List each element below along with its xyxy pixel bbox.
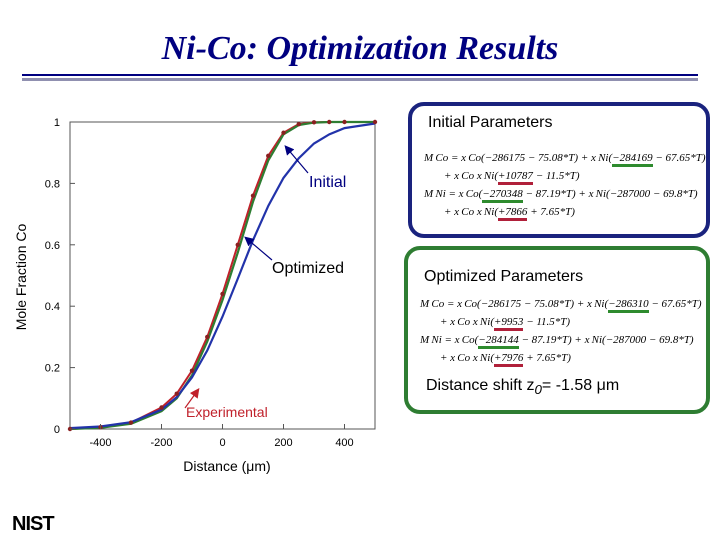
initial-eq-4-param: +7866 bbox=[498, 206, 528, 221]
initial-eq-1: M Co = x Co(−286175 − 75.08*T) + x Ni(−2… bbox=[424, 152, 706, 167]
experimental-point bbox=[250, 193, 256, 198]
initial-parameters-heading: Initial Parameters bbox=[428, 114, 553, 131]
y-axis-ticks: 0 0.2 0.4 0.6 0.8 1 bbox=[45, 117, 75, 436]
y-tick-label: 0.8 bbox=[45, 178, 60, 190]
x-tick-label: 200 bbox=[274, 437, 292, 449]
optimized-parameters-panel: Optimized Parameters M Co = x Co(−286175… bbox=[404, 246, 710, 414]
initial-eq-3: M Ni = x Co(−270348 − 87.19*T) + x Ni(−2… bbox=[424, 188, 698, 203]
series-line-optimized bbox=[69, 120, 375, 431]
x-tick-label: 400 bbox=[335, 437, 353, 449]
experimental-arrow bbox=[184, 388, 200, 409]
initial-parameters-panel: Initial Parameters M Co = x Co(−286175 −… bbox=[408, 102, 710, 238]
y-tick-label: 1 bbox=[54, 117, 60, 129]
experimental-point bbox=[311, 120, 317, 125]
experimental-point bbox=[372, 119, 378, 125]
series-line-initial bbox=[69, 122, 376, 430]
experimental-point bbox=[174, 391, 179, 396]
y-tick-label: 0.6 bbox=[45, 240, 60, 252]
y-tick-label: 0.4 bbox=[45, 301, 60, 313]
optimized-eq-1-param: −286310 bbox=[608, 298, 649, 313]
initial-eq-2: + x Co x Ni(+10787 − 11.5*T) bbox=[444, 170, 580, 185]
optimized-annotation: Optimized bbox=[272, 260, 344, 277]
initial-eq-2-param: +10787 bbox=[498, 170, 533, 185]
title-underline bbox=[22, 74, 698, 76]
optimized-eq-4-param: +7976 bbox=[494, 352, 524, 367]
concentration-profile-chart: -400 -200 0 200 400 0 0.2 0.4 0.6 0.8 1 Distance … bbox=[13, 117, 378, 474]
initial-annotation: Initial bbox=[309, 174, 346, 191]
x-axis-ticks: -400 -200 0 200 400 bbox=[89, 424, 354, 449]
x-tick-label: 0 bbox=[219, 437, 225, 449]
experimental-point bbox=[281, 130, 286, 135]
experimental-point bbox=[220, 291, 225, 297]
optimized-eq-2: + x Co x Ni(+9953 − 11.5*T) bbox=[440, 316, 570, 331]
y-tick-label: 0 bbox=[54, 424, 60, 436]
optimized-eq-3-param: −284144 bbox=[478, 334, 519, 349]
optimized-parameters-heading: Optimized Parameters bbox=[424, 268, 584, 285]
experimental-point bbox=[189, 368, 195, 373]
optimized-eq-4: + x Co x Ni(+7976 + 7.65*T) bbox=[440, 352, 571, 367]
experimental-point bbox=[235, 242, 240, 247]
experimental-point bbox=[266, 153, 271, 158]
experimental-point bbox=[342, 119, 347, 125]
experimental-annotation: Experimental bbox=[186, 404, 268, 420]
initial-arrow bbox=[284, 145, 309, 174]
optimized-eq-3: M Ni = x Co(−284144 − 87.19*T) + x Ni(−2… bbox=[420, 334, 694, 349]
optimized-eq-1: M Co = x Co(−286175 − 75.08*T) + x Ni(−2… bbox=[420, 298, 702, 313]
slide-title: Ni-Co: Optimization Results bbox=[161, 30, 559, 67]
optimized-arrow bbox=[244, 236, 273, 261]
initial-eq-1-param: −284169 bbox=[612, 152, 653, 167]
title-underline-shadow bbox=[22, 78, 698, 81]
experimental-markers bbox=[67, 119, 378, 432]
experimental-point bbox=[327, 119, 332, 125]
optimized-eq-2-param: +9953 bbox=[494, 316, 524, 331]
experimental-point bbox=[128, 420, 134, 425]
y-tick-label: 0.2 bbox=[45, 363, 60, 375]
x-tick-label: -400 bbox=[89, 437, 111, 449]
x-axis-label: Distance (μm) bbox=[183, 458, 270, 474]
experimental-point bbox=[159, 405, 164, 410]
initial-eq-4: + x Co x Ni(+7866 + 7.65*T) bbox=[444, 206, 575, 221]
initial-eq-3-param: −270348 bbox=[482, 188, 523, 203]
nist-logo: NIST bbox=[12, 513, 55, 535]
experimental-point bbox=[205, 334, 210, 340]
distance-shift: Distance shift z0= -1.58 μm bbox=[426, 377, 620, 398]
x-tick-label: -200 bbox=[150, 437, 172, 449]
y-axis-label: Mole Fraction Co bbox=[13, 223, 29, 330]
experimental-point bbox=[296, 121, 301, 127]
